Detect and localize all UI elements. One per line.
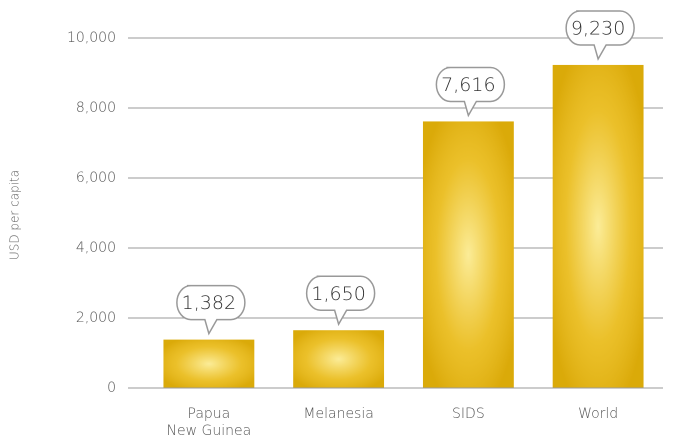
value-callout: 7,616 (435, 66, 506, 118)
y-tick-label: 4,000 (76, 240, 116, 256)
y-tick-label: 0 (107, 380, 116, 396)
callout-bubble (435, 66, 506, 118)
x-tick-label: Melanesia (303, 406, 373, 422)
y-axis-label: USD per capita (8, 170, 22, 260)
callout-bubble (305, 275, 376, 327)
value-label: 7,616 (441, 74, 495, 96)
x-tick-label: World (578, 406, 618, 422)
callout-bubble (176, 284, 246, 336)
x-tick-label: Papua New Guinea (167, 406, 252, 439)
y-tick-label: 2,000 (76, 310, 116, 326)
y-tick-label: 8,000 (76, 100, 116, 116)
value-callout: 1,382 (176, 284, 246, 336)
value-label: 1,650 (311, 283, 365, 305)
bar-glow (293, 330, 385, 388)
value-callout: 9,230 (565, 10, 635, 61)
callout-bubble (565, 10, 635, 61)
bar-glow (422, 121, 514, 388)
x-tick-label: SIDS (452, 406, 485, 422)
y-tick-label: 6,000 (76, 170, 116, 186)
value-label: 9,230 (571, 17, 625, 39)
bar-glow (552, 64, 644, 388)
y-tick-label: 10,000 (67, 30, 116, 46)
bar-glow (163, 339, 255, 388)
value-callout: 1,650 (305, 275, 376, 327)
value-label: 1,382 (182, 292, 236, 314)
